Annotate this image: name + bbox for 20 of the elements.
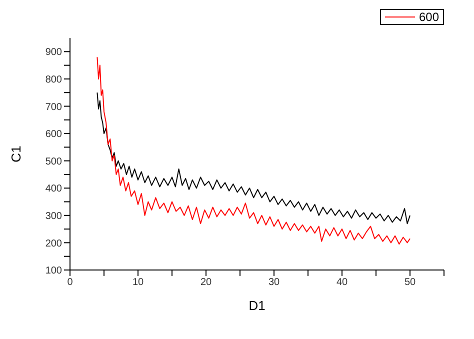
y-tick-label: 400 bbox=[45, 184, 62, 195]
y-axis-title: C1 bbox=[8, 146, 24, 162]
x-tick-label: 50 bbox=[404, 277, 416, 288]
x-tick-label: 30 bbox=[268, 277, 280, 288]
x-axis-title: D1 bbox=[248, 298, 266, 313]
legend-label: 600 bbox=[418, 10, 439, 24]
y-tick-label: 300 bbox=[45, 210, 62, 222]
y-tick-label: 700 bbox=[45, 102, 62, 113]
y-tick-label: 100 bbox=[45, 266, 62, 277]
y-tick-label: 500 bbox=[45, 156, 62, 168]
y-tick-label: 200 bbox=[45, 238, 62, 250]
x-tick-label: 40 bbox=[336, 277, 348, 288]
line-series bbox=[96, 92, 410, 224]
y-tick-label: 800 bbox=[45, 74, 62, 86]
x-tick-label: 10 bbox=[132, 277, 144, 288]
x-tick-label: 20 bbox=[200, 277, 212, 288]
line-series bbox=[96, 56, 410, 245]
x-tick-label: 0 bbox=[67, 277, 74, 288]
y-tick-label: 600 bbox=[45, 129, 62, 140]
y-tick-label: 900 bbox=[45, 47, 62, 58]
